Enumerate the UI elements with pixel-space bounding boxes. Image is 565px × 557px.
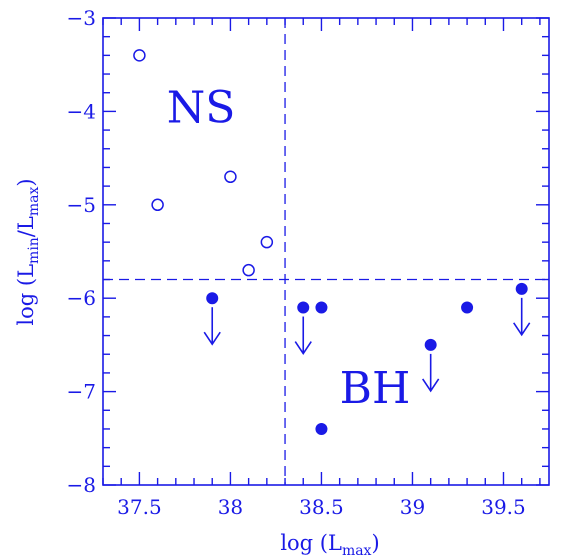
region-dividers	[103, 18, 549, 485]
filled-circle-point	[515, 282, 528, 295]
y-tick-label: −3	[67, 6, 96, 30]
x-axis-label: log (Lmax)	[280, 531, 379, 557]
filled-circle-point	[424, 338, 437, 351]
upper-limit-arrow-head	[513, 322, 531, 337]
y-tick-label: −6	[67, 286, 96, 310]
open-circle-point	[242, 263, 255, 277]
x-tick-label: 38	[218, 495, 243, 519]
filled-circle-point	[297, 301, 310, 314]
y-tick-label: −5	[67, 193, 96, 217]
open-circle-point	[224, 170, 237, 184]
filled-circle-point	[206, 292, 219, 305]
y-tick-label: −4	[67, 99, 96, 123]
tick-labels: 37.5 38 38.5 39 39.5 −3 −4 −5 −6 −7 −8	[67, 6, 526, 519]
data-markers	[133, 49, 531, 435]
open-circle-point	[260, 235, 274, 249]
region-label: NS	[167, 83, 236, 134]
upper-limit-arrow-head	[294, 341, 312, 355]
filled-circle-point	[315, 301, 328, 314]
open-circle-point	[133, 49, 146, 62]
y-tick-label: −7	[67, 380, 96, 404]
upper-limit-arrow-head	[422, 378, 440, 393]
filled-circle-point	[315, 422, 328, 435]
x-tick-label: 38.5	[299, 495, 344, 519]
x-tick-label: 39.5	[481, 495, 526, 519]
filled-circle-point	[461, 301, 474, 314]
x-tick-label: 37.5	[117, 495, 162, 519]
upper-limit-arrow-head	[203, 331, 221, 346]
open-circle-point	[151, 198, 164, 212]
region-labels: NS BH	[167, 83, 411, 414]
y-axis-label: log (Lmin/Lmax)	[14, 178, 42, 325]
x-tick-label: 39	[400, 495, 425, 519]
region-label: BH	[340, 363, 411, 414]
plot-frame	[102, 17, 550, 486]
axis-ticks	[102, 17, 549, 486]
y-tick-label: −8	[67, 473, 96, 497]
